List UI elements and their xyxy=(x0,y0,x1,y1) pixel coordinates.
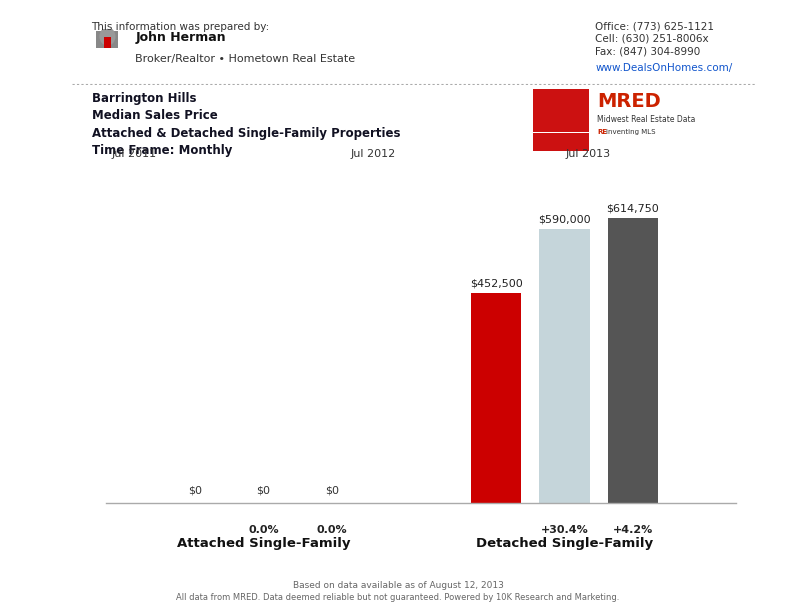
Text: 0.0%: 0.0% xyxy=(317,525,347,535)
Bar xyxy=(533,89,589,132)
Text: Time Frame: Monthly: Time Frame: Monthly xyxy=(92,144,232,157)
Text: $590,000: $590,000 xyxy=(538,215,591,224)
Text: Cell: (630) 251-8006x: Cell: (630) 251-8006x xyxy=(595,34,709,44)
Text: All data from MRED. Data deemed reliable but not guaranteed. Powered by 10K Rese: All data from MRED. Data deemed reliable… xyxy=(176,593,620,603)
Text: $0: $0 xyxy=(325,486,339,496)
Bar xyxy=(608,218,658,502)
Bar xyxy=(471,293,521,502)
Bar xyxy=(540,229,590,502)
Text: Broker/Realtor • Hometown Real Estate: Broker/Realtor • Hometown Real Estate xyxy=(135,54,356,64)
Text: $0: $0 xyxy=(256,486,271,496)
Text: Attached & Detached Single-Family Properties: Attached & Detached Single-Family Proper… xyxy=(92,127,400,140)
Bar xyxy=(103,38,111,48)
Text: Based on data available as of August 12, 2013: Based on data available as of August 12,… xyxy=(293,581,503,590)
Text: www.DealsOnHomes.com/: www.DealsOnHomes.com/ xyxy=(595,63,732,73)
Circle shape xyxy=(100,27,115,46)
Text: Office: (773) 625-1121: Office: (773) 625-1121 xyxy=(595,22,714,31)
Text: Jul 2012: Jul 2012 xyxy=(350,149,396,159)
Text: Attached Single-Family: Attached Single-Family xyxy=(177,538,350,550)
Text: +30.4%: +30.4% xyxy=(540,525,588,535)
Text: +4.2%: +4.2% xyxy=(613,525,653,535)
Text: Barrington Hills: Barrington Hills xyxy=(92,92,196,105)
Text: Detached Single-Family: Detached Single-Family xyxy=(476,538,653,550)
Text: 0.0%: 0.0% xyxy=(248,525,279,535)
Bar xyxy=(96,31,119,48)
Text: Median Sales Price: Median Sales Price xyxy=(92,109,217,122)
Bar xyxy=(533,133,589,151)
Text: $614,750: $614,750 xyxy=(607,203,659,213)
Text: $0: $0 xyxy=(188,486,202,496)
Text: Fax: (847) 304-8990: Fax: (847) 304-8990 xyxy=(595,46,700,56)
Text: RE: RE xyxy=(597,129,607,135)
Text: Jul 2013: Jul 2013 xyxy=(565,149,611,159)
Text: Jul 2011: Jul 2011 xyxy=(111,149,157,159)
Text: Midwest Real Estate Data: Midwest Real Estate Data xyxy=(597,115,696,124)
Text: $452,500: $452,500 xyxy=(470,279,522,288)
Text: This information was prepared by:: This information was prepared by: xyxy=(92,22,270,31)
Text: MRED: MRED xyxy=(597,92,661,111)
Text: inventing MLS: inventing MLS xyxy=(606,129,655,135)
Text: John Herman: John Herman xyxy=(135,31,226,44)
